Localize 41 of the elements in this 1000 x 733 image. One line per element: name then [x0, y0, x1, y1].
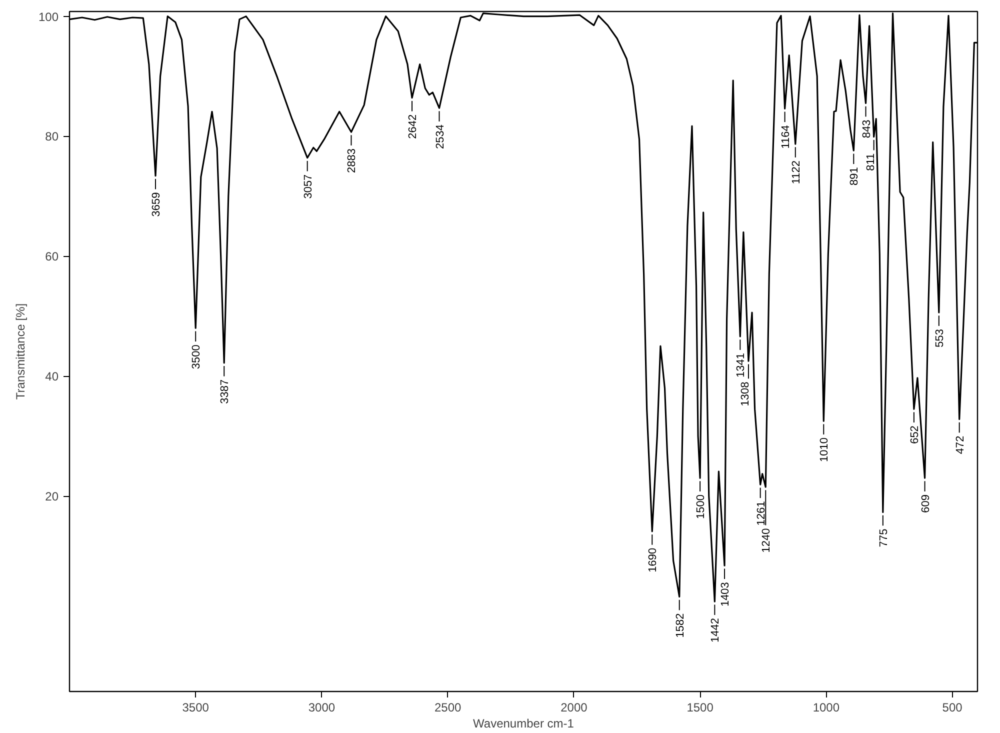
- annotation: 1122: [790, 160, 802, 184]
- annotation: 553: [934, 329, 946, 348]
- annotation: 1261: [755, 501, 768, 526]
- annotation: 1403: [720, 582, 732, 607]
- x-tick-label: 1500: [686, 700, 714, 714]
- annotation: 2883: [346, 148, 358, 174]
- annotation: 2642: [407, 114, 420, 139]
- x-tick-label: 2500: [434, 700, 462, 714]
- annotation: 1690: [647, 548, 660, 572]
- annotation: 811: [864, 153, 877, 171]
- annotation: 3659: [150, 192, 163, 217]
- annotation: 1240: [760, 528, 773, 553]
- y-tick-label: 60: [45, 250, 59, 264]
- annotation: 1010: [818, 438, 831, 462]
- annotation: 3500: [190, 344, 203, 370]
- annotation: 891: [848, 167, 861, 186]
- x-tick-label: 1000: [812, 700, 840, 714]
- x-axis-title: Wavenumber cm-1: [473, 716, 574, 730]
- x-tick-label: 2000: [560, 700, 588, 714]
- annotation: 843: [860, 120, 873, 138]
- annotation: 1500: [695, 494, 708, 520]
- x-tick-label: 3500: [182, 700, 210, 714]
- x-tick-label: 3000: [308, 700, 336, 714]
- y-tick-label: 40: [45, 370, 59, 384]
- x-tick-label: 500: [942, 700, 963, 714]
- annotation: 472: [954, 436, 966, 454]
- annotation: 652: [908, 426, 921, 444]
- annotation: 609: [920, 494, 932, 513]
- y-tick-label: 20: [45, 490, 59, 504]
- annotation: 1582: [674, 613, 686, 638]
- y-tick-label: 80: [45, 130, 59, 144]
- annotation: 1164: [780, 125, 792, 149]
- annotation: 775: [878, 528, 890, 548]
- y-tick-label: 100: [38, 10, 59, 24]
- annotation: 3057: [302, 174, 314, 199]
- annotation: 3387: [219, 379, 232, 404]
- annotation: 2534: [434, 124, 446, 150]
- annotation: 1442: [710, 618, 722, 643]
- y-axis-title: Transmittance [%]: [13, 303, 28, 400]
- annotation: 1308: [739, 382, 752, 406]
- annotation: 1341: [735, 353, 748, 378]
